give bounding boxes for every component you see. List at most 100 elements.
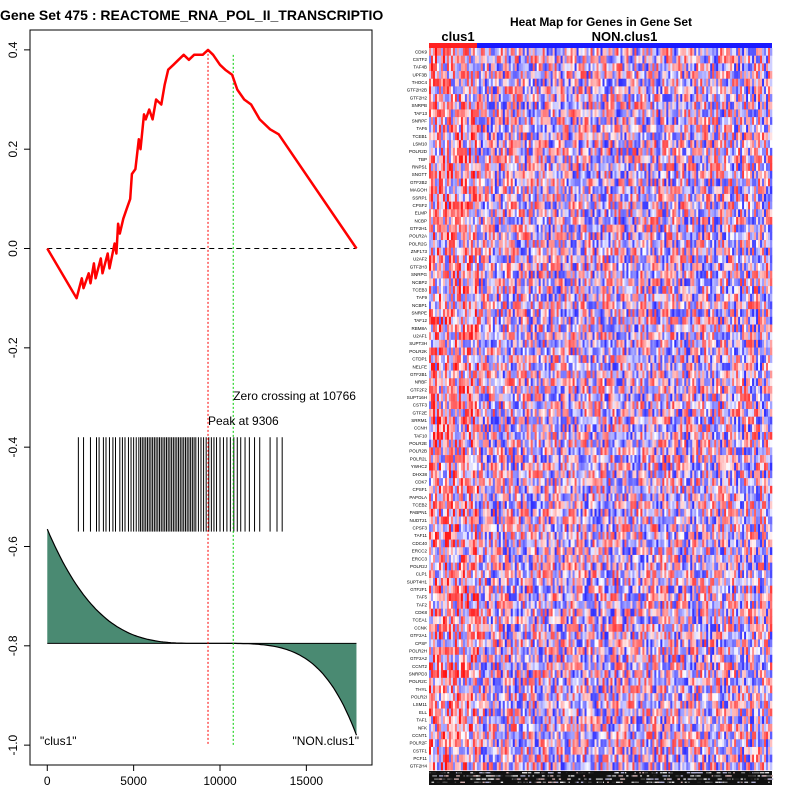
heatmap-cell xyxy=(514,147,518,156)
heatmap-cell xyxy=(684,232,687,241)
heatmap-cell xyxy=(624,155,627,164)
heatmap-cell xyxy=(640,255,643,264)
heatmap-cell xyxy=(598,147,601,156)
heatmap-cell xyxy=(648,63,651,72)
heatmap-cell xyxy=(536,186,539,195)
heatmap-cell xyxy=(580,155,583,164)
heatmap-cell xyxy=(610,86,613,95)
heatmap-cell xyxy=(546,240,549,248)
heatmap-cell xyxy=(662,132,665,141)
heatmap-cell xyxy=(610,140,613,149)
heatmap-cell xyxy=(598,78,601,87)
heatmap-cell xyxy=(706,94,709,103)
heatmap-cell xyxy=(496,55,500,64)
heatmap-cell xyxy=(518,78,522,87)
heatmap-cell xyxy=(726,86,729,95)
heatmap-cell xyxy=(528,186,531,195)
heatmap-cell xyxy=(694,94,697,103)
heatmap-cell xyxy=(768,117,771,126)
heatmap-cell xyxy=(674,109,677,118)
heatmap-cell xyxy=(690,216,693,225)
heatmap-cell xyxy=(696,209,699,218)
heatmap-cell xyxy=(660,224,663,233)
heatmap-cell xyxy=(544,232,547,241)
heatmap-cell xyxy=(646,170,649,179)
heatmap-cell xyxy=(698,94,701,103)
heatmap-cell xyxy=(766,147,769,156)
heatmap-cell xyxy=(602,170,605,179)
heatmap-cell xyxy=(478,201,482,210)
heatmap-cell xyxy=(590,224,593,233)
heatmap-cell xyxy=(436,247,440,256)
heatmap-cell xyxy=(592,201,595,210)
heatmap-cell xyxy=(634,216,637,225)
heatmap-cell xyxy=(690,224,693,233)
heatmap-cell xyxy=(450,263,454,272)
heatmap-cell xyxy=(644,170,647,179)
heatmap-cell xyxy=(608,140,611,149)
heatmap-cell xyxy=(472,71,476,80)
heatmap-cell xyxy=(452,55,456,64)
heatmap-cell xyxy=(480,78,484,87)
heatmap-cell xyxy=(478,193,482,202)
heatmap-cell xyxy=(654,201,657,210)
heatmap-cell xyxy=(706,71,709,80)
heatmap-cell xyxy=(696,86,699,95)
heatmap-cell xyxy=(708,201,711,210)
heatmap-cell xyxy=(630,209,633,218)
heatmap-cell xyxy=(598,132,601,141)
heatmap-cell xyxy=(534,117,537,126)
heatmap-cell xyxy=(720,155,723,164)
heatmap-cell xyxy=(708,247,711,256)
heatmap-cell xyxy=(570,147,573,156)
heatmap-cell xyxy=(502,147,506,156)
heatmap-cell xyxy=(614,132,617,141)
heatmap-cell xyxy=(754,255,757,264)
heatmap-cell xyxy=(620,147,623,156)
heatmap-cell xyxy=(758,255,761,264)
heatmap-cell xyxy=(554,63,557,72)
heatmap-cell xyxy=(668,48,671,56)
heatmap-cell xyxy=(652,109,655,118)
heatmap-cell xyxy=(492,232,496,241)
heatmap-cell xyxy=(656,140,659,149)
heatmap-cell xyxy=(464,48,468,56)
heatmap-cell xyxy=(712,63,715,72)
heatmap-cell xyxy=(646,163,649,172)
heatmap-cell xyxy=(690,117,693,126)
heatmap-cell xyxy=(554,124,557,133)
heatmap-cell xyxy=(712,124,715,133)
heatmap-cell xyxy=(486,193,490,202)
heatmap-cell xyxy=(758,147,761,156)
heatmap-cell xyxy=(652,170,655,179)
heatmap-cell xyxy=(552,117,555,126)
heatmap-cell xyxy=(746,124,749,133)
heatmap-cell xyxy=(760,109,763,118)
heatmap-cell xyxy=(500,71,504,80)
heatmap-cell xyxy=(680,163,683,172)
heatmap-cell xyxy=(676,240,679,248)
heatmap-cell xyxy=(596,48,599,56)
heatmap-cell xyxy=(640,209,643,218)
heatmap-cell xyxy=(510,140,514,149)
heatmap-cell xyxy=(626,155,629,164)
heatmap-cell xyxy=(666,155,669,164)
heatmap-cell xyxy=(764,193,767,202)
heatmap-cell xyxy=(466,48,470,56)
heatmap-cell xyxy=(518,55,522,64)
heatmap-cell xyxy=(742,63,745,72)
heatmap-cell xyxy=(756,240,759,248)
heatmap-cell xyxy=(552,132,555,141)
heatmap-cell xyxy=(458,101,462,110)
heatmap-cell xyxy=(494,240,498,248)
heatmap-cell xyxy=(636,247,639,256)
heatmap-cell xyxy=(520,216,524,225)
heatmap-cell xyxy=(636,48,639,56)
heatmap-cell xyxy=(640,86,643,95)
heatmap-cell xyxy=(620,209,623,218)
heatmap-cell xyxy=(678,163,681,172)
heatmap-cell xyxy=(628,132,631,141)
heatmap-cell xyxy=(658,186,661,195)
heatmap-cell xyxy=(488,255,492,264)
heatmap-cell xyxy=(614,109,617,118)
